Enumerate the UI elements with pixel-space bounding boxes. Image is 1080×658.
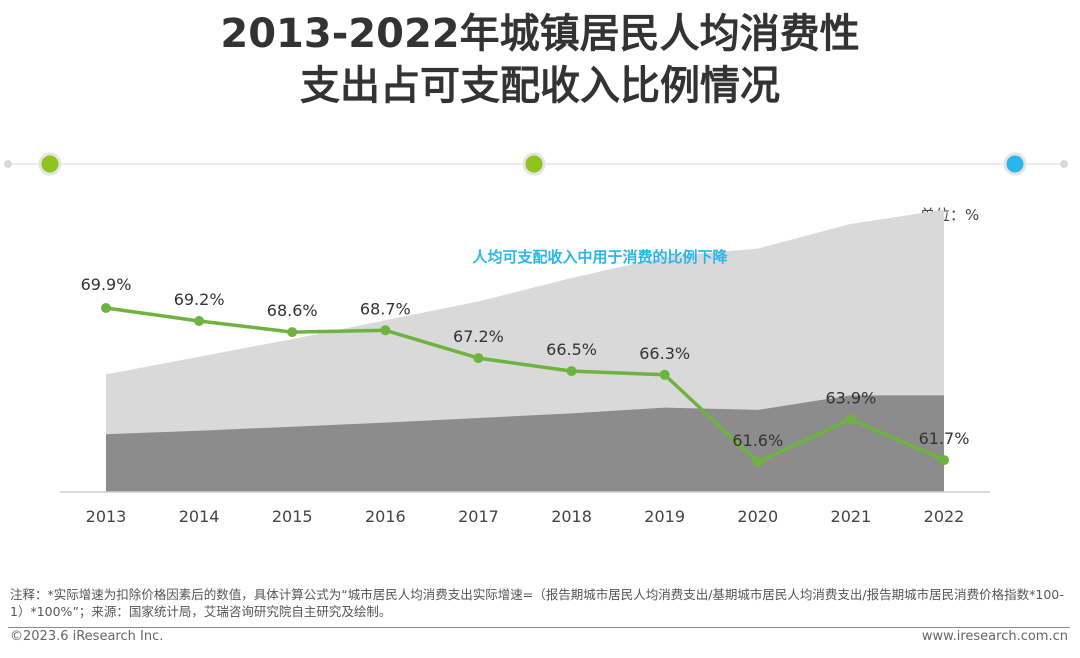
x-tick-label-2017: 2017 bbox=[458, 507, 499, 526]
timeline-green-node-2 bbox=[522, 152, 546, 176]
data-point-2022 bbox=[939, 455, 949, 466]
x-tick-label-2014: 2014 bbox=[179, 507, 220, 526]
timeline-end-dot-left bbox=[4, 160, 12, 168]
data-point-2016 bbox=[380, 325, 391, 336]
x-tick-label-2015: 2015 bbox=[272, 507, 313, 526]
background-area-lower bbox=[106, 395, 944, 492]
data-point-2014 bbox=[194, 315, 205, 326]
data-label-2016: 68.7% bbox=[360, 299, 411, 318]
x-tick-label-2013: 2013 bbox=[86, 507, 127, 526]
x-tick-label-2021: 2021 bbox=[831, 507, 872, 526]
background-areas bbox=[106, 209, 944, 493]
data-label-2013: 69.9% bbox=[81, 275, 132, 294]
decorative-timeline bbox=[4, 152, 1068, 176]
x-tick-label-2018: 2018 bbox=[551, 507, 592, 526]
data-label-2021: 63.9% bbox=[825, 388, 876, 407]
data-point-2021 bbox=[845, 414, 856, 425]
data-label-2018: 66.5% bbox=[546, 340, 597, 359]
x-tick-label-2019: 2019 bbox=[644, 507, 685, 526]
timeline-end-dot-right bbox=[1060, 160, 1068, 168]
data-labels: 69.9% 69.2% 68.6% 68.7% 67.2% 66.5% 66.3% 61.6%… bbox=[81, 275, 970, 450]
data-point-2013 bbox=[101, 303, 111, 313]
data-label-2017: 67.2% bbox=[453, 327, 504, 346]
data-point-2018 bbox=[566, 366, 577, 377]
chart-annotation: 人均可支配收入中用于消费的比例下降 bbox=[472, 248, 728, 266]
x-tick-label-2020: 2020 bbox=[737, 507, 778, 526]
chart-title: 2013-2022年城镇居民人均消费性 支出占可支配收入比例情况 bbox=[0, 8, 1080, 112]
data-points bbox=[101, 303, 949, 467]
data-label-2015: 68.6% bbox=[267, 301, 318, 320]
data-label-2022: 61.7% bbox=[919, 429, 970, 448]
timeline-blue-node bbox=[1003, 152, 1027, 176]
data-label-2019: 66.3% bbox=[639, 344, 690, 363]
website-link[interactable]: www.iresearch.com.cn bbox=[921, 629, 1068, 644]
series-line-group bbox=[105, 306, 945, 464]
data-point-2020 bbox=[752, 457, 763, 467]
data-point-2017 bbox=[473, 353, 484, 364]
data-point-2015 bbox=[287, 327, 298, 338]
data-label-2014: 69.2% bbox=[174, 290, 225, 309]
x-tick-label-2022: 2022 bbox=[924, 507, 965, 526]
series-line bbox=[105, 306, 945, 464]
chart-title-line-1: 2013-2022年城镇居民人均消费性 bbox=[220, 11, 860, 57]
x-tick-label-2016: 2016 bbox=[365, 507, 406, 526]
copyright: ©2023.6 iResearch Inc. bbox=[10, 629, 164, 644]
x-axis-ticks: 2013 2014 2015 2016 2017 2018 2019 2020 2021 2022 bbox=[86, 507, 965, 526]
chart-title-line-2: 支出占可支配收入比例情况 bbox=[300, 63, 780, 109]
footnote: 注释：*实际增速为扣除价格因素后的数值，具体计算公式为“城市居民人均消费支出实际… bbox=[10, 587, 1064, 619]
data-point-2019 bbox=[659, 369, 670, 380]
timeline-green-node-1 bbox=[38, 152, 62, 176]
data-label-2020: 61.6% bbox=[732, 431, 783, 450]
footer-divider bbox=[8, 627, 1070, 628]
